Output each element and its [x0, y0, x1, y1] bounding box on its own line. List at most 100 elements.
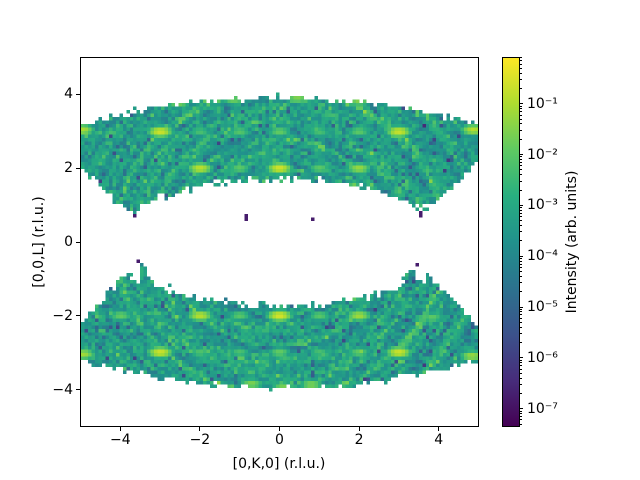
colorbar-minor-tick: [519, 359, 522, 361]
x-tick: [438, 427, 440, 431]
colorbar-tick-label: 10⁻⁵: [527, 299, 558, 316]
colorbar-minor-tick: [519, 321, 522, 323]
colorbar-minor-tick: [519, 231, 522, 233]
colorbar-minor-tick: [519, 159, 522, 160]
y-tick-label: 4: [64, 86, 73, 103]
colorbar-minor-tick: [519, 111, 522, 113]
colorbar-major-tick: [519, 306, 523, 308]
colorbar-minor-tick: [519, 314, 522, 316]
colorbar-minor-tick: [519, 258, 522, 260]
colorbar-minor-tick: [519, 383, 522, 385]
x-tick: [358, 427, 360, 431]
colorbar-minor-tick: [519, 57, 522, 59]
colorbar-major-tick: [519, 408, 523, 410]
colorbar-minor-tick: [519, 392, 522, 394]
y-tick: [76, 315, 80, 317]
colorbar-minor-tick: [519, 311, 522, 313]
colorbar-minor-tick: [519, 342, 522, 344]
colorbar-minor-tick: [519, 174, 522, 176]
colorbar-minor-tick: [519, 260, 522, 262]
colorbar-tick-label: 10⁻⁴: [527, 248, 558, 265]
x-tick-label: −4: [109, 432, 131, 448]
colorbar-minor-tick: [519, 156, 522, 158]
colorbar-minor-tick: [519, 372, 522, 374]
x-tick: [119, 427, 121, 431]
colorbar-minor-tick: [519, 212, 522, 214]
colorbar-major-tick: [519, 255, 523, 257]
colorbar-minor-tick: [519, 271, 522, 273]
colorbar-minor-tick: [519, 225, 522, 227]
colorbar-minor-tick: [519, 419, 522, 421]
colorbar: [502, 57, 520, 427]
colorbar-minor-tick: [519, 105, 522, 107]
colorbar-tick-label: 10⁻³: [527, 197, 558, 214]
x-axis-label: [0,K,0] (r.l.u.): [232, 456, 326, 472]
x-tick: [199, 427, 201, 431]
colorbar-minor-tick: [519, 291, 522, 293]
colorbar-minor-tick: [519, 263, 522, 265]
colorbar-major-tick: [519, 103, 523, 105]
colorbar-major-tick: [519, 154, 523, 156]
y-tick: [76, 389, 80, 391]
colorbar-minor-tick: [519, 308, 522, 310]
colorbar-minor-tick: [519, 317, 522, 319]
colorbar-minor-tick: [519, 377, 522, 379]
colorbar-minor-tick: [519, 416, 522, 418]
colorbar-minor-tick: [519, 368, 522, 370]
colorbar-minor-tick: [519, 180, 522, 182]
colorbar-minor-tick: [519, 267, 522, 268]
colorbar-minor-tick: [519, 275, 522, 277]
colorbar-minor-tick: [519, 209, 522, 211]
colorbar-minor-tick: [519, 220, 522, 222]
plot-area: [80, 57, 479, 427]
colorbar-minor-tick: [519, 365, 522, 367]
colorbar-minor-tick: [519, 165, 522, 167]
colorbar-minor-tick: [519, 114, 522, 116]
y-tick-label: −2: [52, 307, 73, 324]
y-tick: [76, 167, 80, 169]
x-tick-label: 4: [434, 432, 444, 448]
colorbar-minor-tick: [519, 123, 522, 125]
colorbar-minor-tick: [519, 189, 522, 191]
colorbar-minor-tick: [519, 129, 522, 131]
colorbar-minor-tick: [519, 423, 522, 425]
colorbar-minor-tick: [519, 240, 522, 242]
colorbar-minor-tick: [519, 108, 522, 110]
colorbar-minor-tick: [519, 207, 522, 209]
colorbar-minor-tick: [519, 63, 522, 65]
colorbar-tick-label: 10⁻¹: [527, 95, 558, 112]
heatmap-canvas: [81, 58, 478, 426]
colorbar-minor-tick: [519, 169, 522, 171]
x-tick-label: 2: [354, 432, 364, 448]
colorbar-minor-tick: [519, 72, 522, 74]
y-tick-label: 0: [64, 234, 73, 250]
y-tick-label: −4: [52, 381, 73, 398]
colorbar-tick-label: 10⁻²: [527, 146, 558, 163]
colorbar-minor-tick: [519, 67, 522, 69]
colorbar-minor-tick: [519, 87, 522, 89]
y-tick-label: 2: [64, 160, 73, 177]
y-tick: [76, 241, 80, 243]
colorbar-minor-tick: [519, 282, 522, 284]
colorbar-minor-tick: [519, 362, 522, 364]
y-tick: [76, 93, 80, 95]
colorbar-major-tick: [519, 357, 523, 359]
colorbar-label: Intensity (arb. units): [564, 170, 580, 314]
colorbar-minor-tick: [519, 216, 522, 218]
colorbar-minor-tick: [519, 326, 522, 328]
colorbar-minor-tick: [519, 118, 522, 120]
colorbar-minor-tick: [519, 138, 522, 140]
y-axis-label: [0,0,L] (r.l.u.): [31, 196, 47, 288]
x-tick: [279, 427, 280, 431]
colorbar-tick-label: 10⁻⁷: [527, 400, 558, 417]
colorbar-minor-tick: [519, 333, 522, 335]
colorbar-minor-tick: [519, 410, 522, 412]
x-tick-label: −2: [189, 432, 211, 448]
x-tick-label: 0: [275, 432, 284, 448]
colorbar-minor-tick: [519, 79, 522, 80]
colorbar-minor-tick: [519, 413, 522, 415]
colorbar-minor-tick: [519, 161, 522, 163]
colorbar-tick-label: 10⁻⁶: [527, 349, 558, 366]
colorbar-major-tick: [519, 204, 523, 206]
